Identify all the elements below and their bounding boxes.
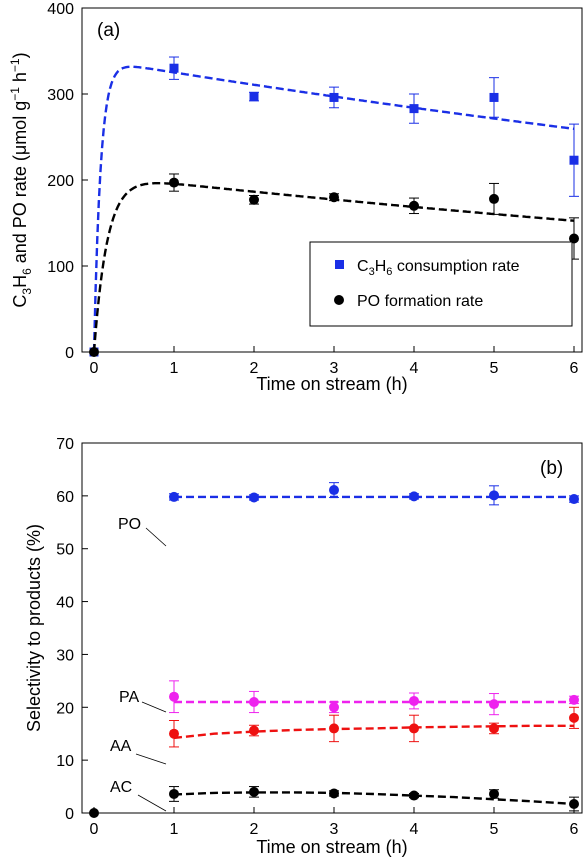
chart-a-legend: C3H6 consumption rate PO formation rate [309, 241, 573, 327]
chart-b-point-0-0 [169, 491, 179, 502]
legend-box [309, 241, 573, 327]
annotation-aa: AA [110, 738, 132, 755]
chart-a-xlabel: Time on stream (h) [256, 374, 407, 394]
annotation-pa-leader [141, 701, 167, 713]
chart-a: 0 1 2 3 4 5 6 0 100 200 300 400 (a) Time on stream … [8, 1, 583, 394]
chart-b-fit-lines [173, 495, 575, 806]
chart-b-fit-line-2 [173, 724, 574, 740]
chart-b-frame [81, 442, 583, 814]
chart-a-ytick-label-0: 0 [65, 345, 74, 362]
chart-b-point-3-3 [329, 788, 339, 799]
chart-a-panel-label: (a) [97, 20, 120, 41]
chart-b-ytick-label-70: 70 [56, 436, 74, 453]
chart-a-ytick-label-400: 400 [47, 1, 74, 18]
chart-b-ytick-label-20: 20 [56, 700, 74, 717]
chart-b-point-2-3 [409, 723, 419, 734]
chart-a-point-0-4 [409, 104, 419, 114]
chart-b-ytick-label-30: 30 [56, 647, 74, 664]
legend-label-c3h6: C3H6 consumption rate [357, 258, 520, 278]
chart-a-ytick-label-100: 100 [47, 259, 74, 276]
chart-b-xlabel: Time on stream (h) [256, 837, 407, 857]
annotation-pa: PA [119, 689, 139, 706]
chart-a-xtick-label-0: 0 [90, 360, 99, 377]
chart-b-xtick-label-6: 6 [570, 821, 579, 838]
chart-b-ytick-label-60: 60 [56, 489, 74, 506]
chart-b-point-3-4 [409, 790, 419, 801]
legend-marker-c3h6 [335, 260, 344, 269]
chart-b-point-2-0 [169, 728, 179, 739]
chart-b-point-1-4 [489, 699, 499, 710]
chart-b-point-1-1 [249, 697, 259, 707]
chart-a-points [89, 56, 579, 357]
chart-b-point-3-2 [249, 786, 259, 797]
chart-a-xtick-label-6: 6 [570, 360, 579, 377]
legend-label-po: PO formation rate [357, 293, 483, 310]
chart-a-xtick-label-2: 2 [250, 360, 259, 377]
chart-b-point-0-4 [489, 490, 499, 501]
annotation-ac-leader [137, 794, 167, 812]
annotation-aa-leader [135, 753, 167, 765]
chart-a-point-0-3 [329, 92, 339, 102]
chart-b-points [89, 482, 579, 818]
chart-b-point-2-4 [489, 723, 499, 734]
chart-a-ytick-label-300: 300 [47, 87, 74, 104]
chart-b-xtick-label-4: 4 [410, 821, 419, 838]
chart-b-xtick-label-2: 2 [250, 821, 259, 838]
chart-a-ticks: 0 1 2 3 4 5 6 0 100 200 300 400 [47, 1, 578, 377]
chart-b-ytick-label-10: 10 [56, 753, 74, 770]
chart-a-point-1-0 [89, 347, 99, 357]
chart-a-point-1-6 [569, 233, 579, 244]
chart-a-point-0-1 [169, 63, 179, 73]
chart-b-panel-label: (b) [540, 458, 563, 479]
chart-b-point-3-1 [169, 788, 179, 799]
chart-b-point-1-3 [409, 695, 419, 706]
chart-b-xtick-label-3: 3 [330, 821, 339, 838]
chart-b-ytick-label-40: 40 [56, 595, 74, 612]
chart-b-point-0-1 [249, 492, 259, 503]
chart-a-point-0-5 [489, 92, 499, 102]
chart-a-point-0-2 [249, 92, 259, 102]
chart-a-point-1-3 [329, 192, 339, 203]
chart-b-point-0-3 [409, 491, 419, 502]
chart-b-point-1-2 [329, 702, 339, 713]
chart-a-xtick-label-5: 5 [490, 360, 499, 377]
chart-a-point-1-4 [409, 200, 419, 211]
annotation-po: PO [118, 516, 141, 533]
chart-a-ytick-label-200: 200 [47, 173, 74, 190]
chart-a-point-1-1 [169, 177, 179, 188]
annotation-ac: AC [110, 779, 132, 796]
chart-b-ytick-label-50: 50 [56, 542, 74, 559]
chart-b-point-0-5 [569, 494, 579, 505]
chart-a-point-1-2 [249, 194, 259, 205]
legend-marker-po [334, 295, 344, 305]
chart-b-point-1-0 [169, 691, 179, 702]
chart-b-point-3-6 [569, 799, 579, 810]
chart-b-xtick-label-5: 5 [490, 821, 499, 838]
chart-a-ylabel: C3H6 and PO rate (μmol g−1 h−1) [8, 52, 34, 307]
chart-b-point-1-5 [569, 694, 579, 705]
chart-b-fit-line-3 [173, 791, 575, 806]
chart-b-xtick-label-0: 0 [90, 821, 99, 838]
chart-b-point-2-2 [329, 723, 339, 734]
chart-b-xtick-label-1: 1 [170, 821, 179, 838]
chart-a-xtick-label-3: 3 [330, 360, 339, 377]
chart-b-point-3-5 [489, 788, 499, 799]
chart-b-point-2-5 [569, 712, 579, 723]
chart-b-point-0-2 [329, 485, 339, 496]
chart-b-point-2-1 [249, 725, 259, 736]
chart-b-ylabel: Selectivity to products (%) [24, 524, 44, 732]
chart-a-point-0-6 [569, 155, 579, 165]
chart-a-xtick-label-1: 1 [170, 360, 179, 377]
chart-a-point-1-5 [489, 193, 499, 204]
annotation-po-leader [145, 527, 167, 547]
chart-b-annotations: PO PA AA AC [110, 516, 167, 812]
chart-b-point-3-0 [89, 808, 99, 818]
chart-b-ytick-label-0: 0 [65, 806, 74, 823]
chart-a-xtick-label-4: 4 [410, 360, 419, 377]
